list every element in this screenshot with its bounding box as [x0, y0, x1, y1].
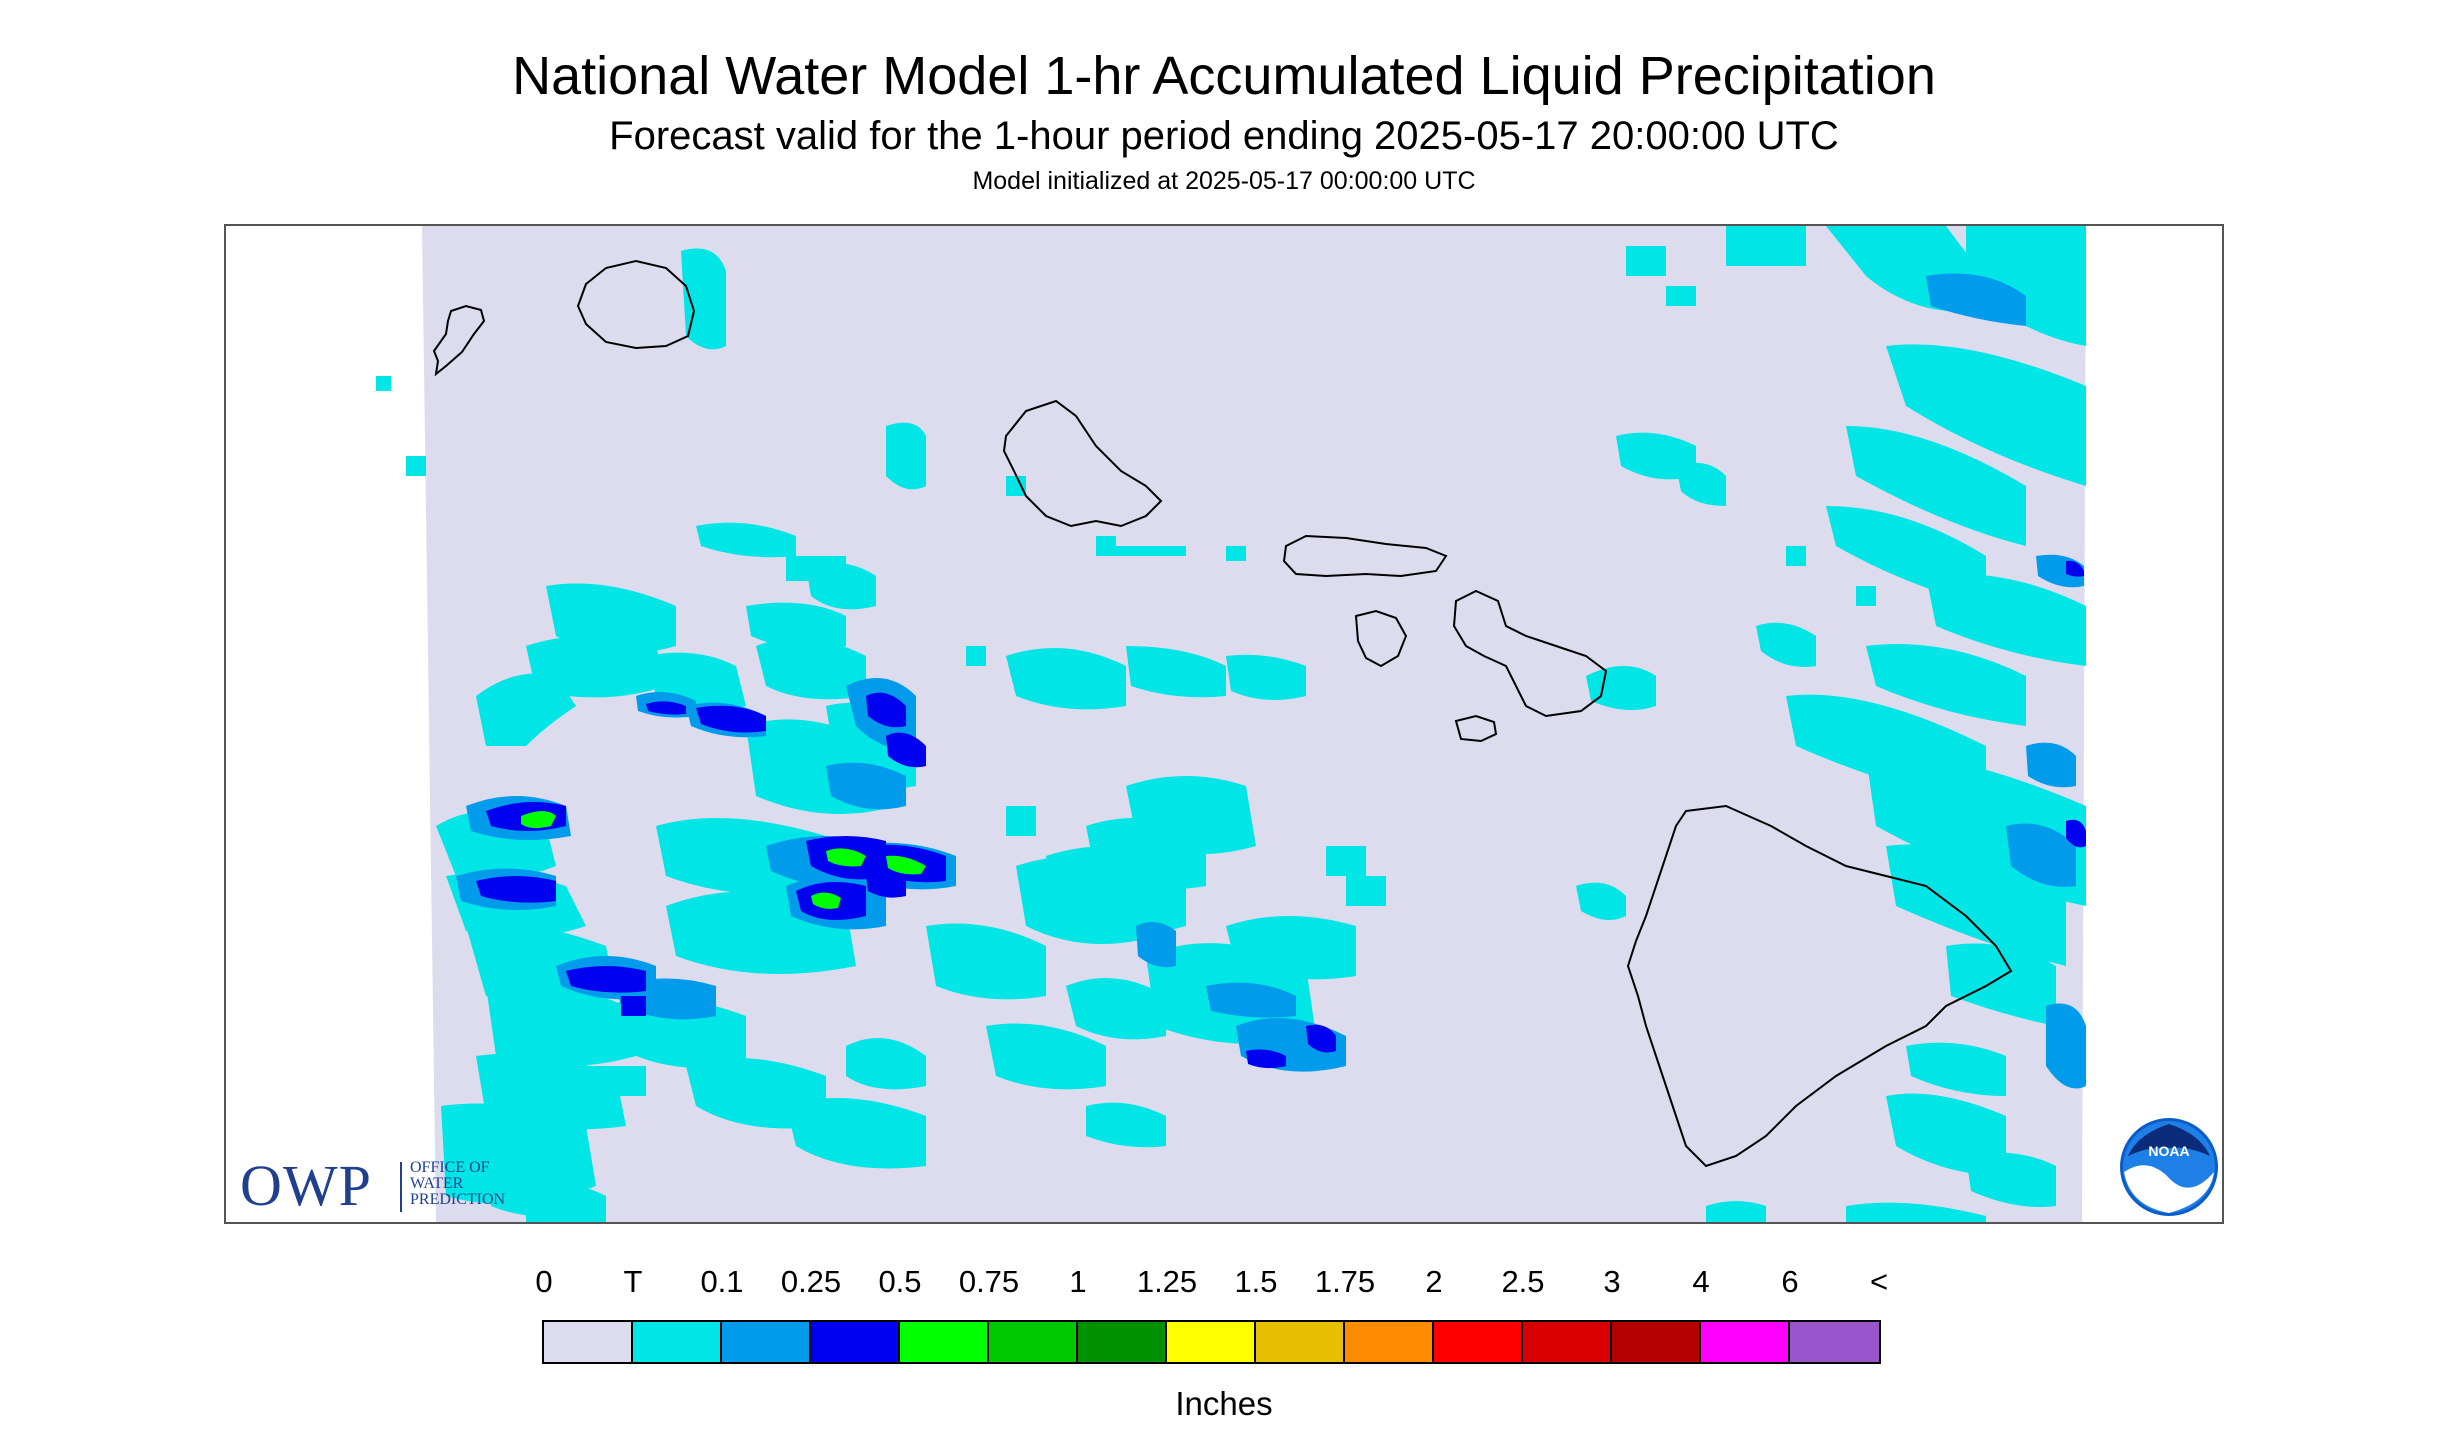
legend-swatch — [1256, 1322, 1345, 1362]
maui-coast — [1452, 589, 1608, 718]
island-coastlines — [432, 259, 2013, 1168]
model-init-text: Model initialized at 2025-05-17 00:00:00… — [972, 167, 1476, 195]
legend-units: Inches — [1175, 1385, 1273, 1422]
legend-swatch — [1612, 1322, 1701, 1362]
legend-swatch — [1167, 1322, 1256, 1362]
legend-swatch — [1523, 1322, 1612, 1362]
legend-tick-label: 0 — [535, 1264, 553, 1299]
kahoolawe-coast — [1454, 714, 1498, 743]
legend-swatch — [900, 1322, 989, 1362]
legend-swatch — [1434, 1322, 1523, 1362]
oahu-coast — [1002, 399, 1163, 528]
chart-subtitle: Forecast valid for the 1-hour period end… — [609, 114, 1839, 158]
legend-tick-label: 0.1 — [700, 1264, 744, 1299]
legend-swatch — [544, 1322, 633, 1362]
lanai-coast — [1354, 609, 1408, 668]
legend-swatch — [811, 1322, 900, 1362]
niihau-coast — [432, 304, 486, 377]
legend-swatch — [1790, 1322, 1879, 1362]
legend-swatch — [989, 1322, 1078, 1362]
legend-tick-label: 2.5 — [1501, 1264, 1545, 1299]
legend-tick-label: T — [623, 1264, 643, 1299]
molokai-coast — [1282, 534, 1448, 578]
legend-tick-label: 0.5 — [878, 1264, 922, 1299]
owp-separator — [400, 1162, 402, 1212]
legend-tick-label: 0.25 — [780, 1264, 842, 1299]
precipitation-map — [224, 224, 2224, 1224]
legend-tick-label: 4 — [1692, 1264, 1710, 1299]
legend-tick-label: < — [1869, 1264, 1889, 1299]
precip-green-areas — [521, 811, 926, 909]
noaa-text: NOAA — [2148, 1143, 2189, 1159]
legend-tick-label: 1 — [1069, 1264, 1087, 1299]
legend-swatch — [1078, 1322, 1167, 1362]
legend-swatch — [722, 1322, 811, 1362]
legend-tick-label: 6 — [1781, 1264, 1799, 1299]
legend-tick-label: 1.25 — [1136, 1264, 1198, 1299]
hawaii-coast — [1626, 804, 2013, 1168]
legend-swatch — [1701, 1322, 1790, 1362]
chart-title: National Water Model 1-hr Accumulated Li… — [512, 46, 1936, 106]
precip-blue-areas — [476, 560, 2086, 1069]
legend-swatch — [1345, 1322, 1434, 1362]
owp-fullname: OFFICE OF WATER PREDICTION — [410, 1159, 506, 1208]
legend-labels: 0 T 0.1 0.25 0.5 0.75 1 1.25 1.5 1.75 2 2.5 3 4 6 < — [0, 1262, 2448, 1302]
owp-acronym: OWP — [240, 1153, 372, 1218]
legend-tick-label: 0.75 — [958, 1264, 1020, 1299]
legend-tick-label: 1.75 — [1314, 1264, 1376, 1299]
kauai-coast — [576, 259, 696, 350]
noaa-logo: NOAA — [2118, 1116, 2220, 1218]
legend-tick-label: 3 — [1603, 1264, 1621, 1299]
legend-tick-label: 2 — [1425, 1264, 1443, 1299]
legend-swatch — [633, 1322, 722, 1362]
legend-tick-label: 1.5 — [1234, 1264, 1278, 1299]
legend-colorbar — [542, 1320, 1881, 1364]
